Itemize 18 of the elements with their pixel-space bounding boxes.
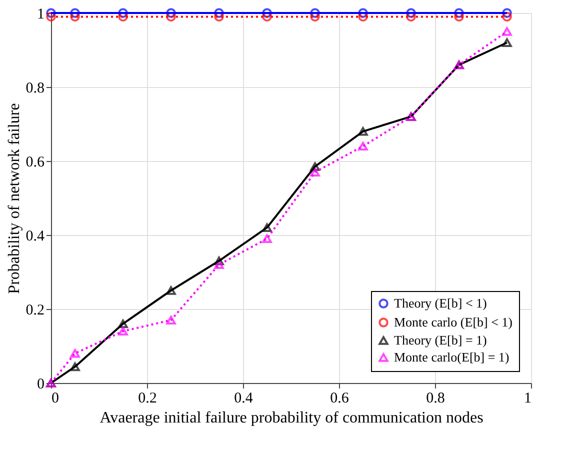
y-tick-label: 0 [37,376,44,392]
y-tick-label: 0.2 [26,302,44,318]
x-tick-label: 0.8 [426,390,445,406]
y-tick-label: 0.8 [26,80,44,96]
x-tick-label: 1 [524,390,532,406]
x-tick-label: 0.6 [330,390,350,406]
y-axis-title: Probability of network failure [6,103,23,294]
legend-label: Theory (E[b] = 1) [394,332,487,348]
x-tick-label: 0.2 [138,390,157,406]
y-tick-label: 1 [37,6,44,22]
legend-label: Theory (E[b] < 1) [394,296,487,310]
x-tick-label: 0 [52,390,59,406]
legend-label: Monte carlo (E[b] < 1) [394,314,513,330]
y-tick-label: 0.4 [26,228,45,244]
legend-label: Monte carlo(E[b] = 1) [394,350,510,364]
x-tick-label: 0.4 [234,390,254,406]
y-tick-label: 0.6 [26,154,45,170]
x-axis-title: Avaerage initial failure probability of communication nodes [100,410,484,426]
